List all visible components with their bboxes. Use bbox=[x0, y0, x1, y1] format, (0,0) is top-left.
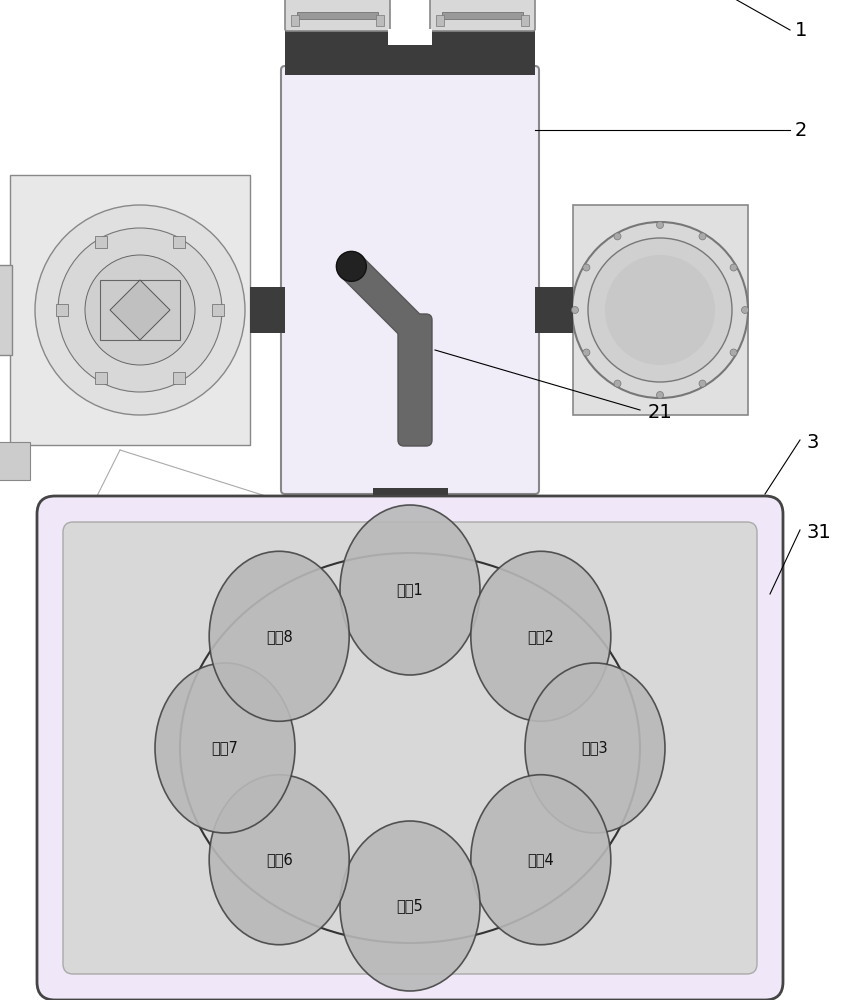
Bar bbox=[388, 29, 432, 45]
Text: 工位7: 工位7 bbox=[212, 740, 239, 756]
Bar bbox=[173, 236, 185, 248]
FancyBboxPatch shape bbox=[430, 0, 535, 31]
Circle shape bbox=[605, 255, 715, 365]
Text: 21: 21 bbox=[648, 403, 673, 422]
Polygon shape bbox=[110, 280, 170, 340]
Circle shape bbox=[656, 222, 663, 229]
Bar bbox=[0, 442, 30, 480]
Ellipse shape bbox=[340, 505, 480, 675]
Circle shape bbox=[730, 264, 737, 271]
Circle shape bbox=[730, 349, 737, 356]
Text: 工位1: 工位1 bbox=[396, 582, 423, 597]
Bar bbox=[95, 236, 107, 248]
Bar bbox=[291, 15, 299, 26]
Bar bbox=[250, 287, 285, 333]
Text: 工位6: 工位6 bbox=[266, 852, 293, 867]
Circle shape bbox=[35, 205, 245, 415]
Ellipse shape bbox=[209, 775, 349, 945]
Bar bbox=[285, 29, 388, 45]
Circle shape bbox=[699, 380, 706, 387]
Ellipse shape bbox=[209, 551, 349, 721]
Text: 工位3: 工位3 bbox=[582, 740, 608, 756]
Circle shape bbox=[571, 306, 578, 314]
Bar bbox=[56, 304, 68, 316]
Text: 工位5: 工位5 bbox=[396, 898, 423, 914]
Circle shape bbox=[336, 251, 366, 281]
Circle shape bbox=[588, 238, 732, 382]
FancyBboxPatch shape bbox=[285, 0, 390, 31]
Circle shape bbox=[614, 233, 621, 240]
Bar bbox=[535, 287, 572, 333]
Text: 2: 2 bbox=[795, 120, 807, 139]
Circle shape bbox=[741, 306, 748, 314]
Circle shape bbox=[656, 391, 663, 398]
Bar bbox=[100, 280, 180, 340]
Ellipse shape bbox=[471, 551, 611, 721]
FancyBboxPatch shape bbox=[37, 496, 783, 1000]
Ellipse shape bbox=[471, 775, 611, 945]
Circle shape bbox=[583, 349, 590, 356]
Bar bbox=[572, 205, 747, 415]
Circle shape bbox=[58, 228, 222, 392]
FancyBboxPatch shape bbox=[281, 66, 539, 494]
Bar bbox=[521, 15, 529, 26]
Bar bbox=[432, 29, 535, 45]
Circle shape bbox=[572, 222, 748, 398]
Bar bbox=[212, 304, 224, 316]
Ellipse shape bbox=[525, 663, 665, 833]
Circle shape bbox=[614, 380, 621, 387]
Ellipse shape bbox=[340, 821, 480, 991]
FancyBboxPatch shape bbox=[63, 522, 757, 974]
Bar bbox=[285, 45, 535, 75]
Text: 工位2: 工位2 bbox=[528, 629, 554, 644]
Bar bbox=[442, 11, 523, 18]
Bar bbox=[436, 15, 444, 26]
Circle shape bbox=[699, 233, 706, 240]
Bar bbox=[95, 372, 107, 384]
Bar bbox=[10, 175, 250, 445]
Text: 31: 31 bbox=[806, 522, 831, 542]
Text: 3: 3 bbox=[806, 432, 819, 452]
Bar bbox=[297, 11, 378, 18]
Text: 工位8: 工位8 bbox=[266, 629, 293, 644]
Circle shape bbox=[85, 255, 195, 365]
FancyBboxPatch shape bbox=[398, 314, 432, 446]
Text: 工位4: 工位4 bbox=[528, 852, 554, 867]
Bar bbox=[376, 15, 384, 26]
Ellipse shape bbox=[155, 663, 295, 833]
Bar bbox=[0, 265, 12, 355]
Bar bbox=[173, 372, 185, 384]
Circle shape bbox=[583, 264, 590, 271]
Text: 1: 1 bbox=[795, 20, 807, 39]
Bar bbox=[372, 488, 448, 530]
